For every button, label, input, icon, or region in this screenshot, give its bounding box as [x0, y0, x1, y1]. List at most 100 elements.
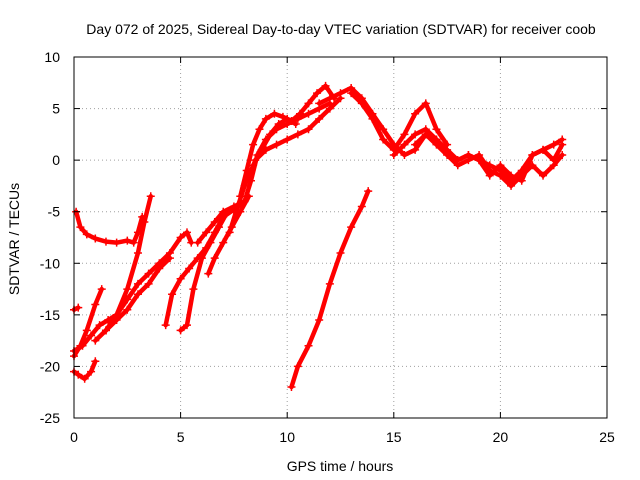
data-point — [236, 192, 245, 201]
data-point — [293, 362, 302, 371]
x-axis-label: GPS time / hours — [287, 458, 394, 474]
series-track-9 — [176, 207, 232, 335]
data-point — [421, 130, 430, 139]
data-point — [549, 156, 558, 165]
y-tick-label: -15 — [40, 307, 60, 323]
data-point — [432, 125, 441, 134]
y-tick-label: -25 — [40, 410, 60, 426]
data-point — [91, 357, 100, 366]
series-track-14 — [240, 99, 334, 206]
data-point — [475, 156, 484, 165]
data-point — [389, 150, 398, 159]
data-point — [133, 279, 142, 288]
data-point — [87, 331, 96, 340]
data-point — [283, 120, 292, 129]
data-point — [496, 171, 505, 180]
data-point — [251, 156, 260, 165]
data-point — [140, 218, 149, 227]
x-tick-label: 25 — [599, 429, 615, 445]
data-point — [270, 109, 279, 118]
series-line — [289, 188, 371, 390]
series-track-17 — [315, 83, 441, 159]
data-point — [287, 383, 296, 392]
data-point — [485, 171, 494, 180]
data-point — [261, 135, 270, 144]
data-point — [214, 223, 223, 232]
data-point — [304, 109, 313, 118]
data-point — [304, 125, 313, 134]
data-point — [304, 341, 313, 350]
data-point — [76, 341, 85, 350]
series-line — [103, 230, 194, 333]
data-point — [242, 166, 251, 175]
data-point — [507, 181, 516, 190]
data-point — [325, 104, 334, 113]
series-track-1 — [72, 207, 147, 247]
data-point — [249, 140, 258, 149]
data-point — [325, 94, 334, 103]
data-point — [129, 238, 138, 247]
data-point — [315, 99, 324, 108]
data-point — [95, 321, 104, 330]
data-point — [539, 145, 548, 154]
data-point — [528, 150, 537, 159]
data-point — [255, 125, 264, 134]
data-point — [168, 290, 177, 299]
series-line — [348, 90, 450, 153]
data-point — [182, 228, 191, 237]
data-point — [232, 207, 241, 216]
data-point — [225, 228, 234, 237]
data-point — [411, 109, 420, 118]
data-point — [464, 150, 473, 159]
data-point — [336, 248, 345, 257]
data-point — [123, 236, 132, 245]
data-point — [91, 336, 100, 345]
data-point — [123, 305, 132, 314]
data-point — [210, 218, 219, 227]
chart-title: Day 072 of 2025, Sidereal Day-to-day VTE… — [86, 21, 596, 37]
data-point — [293, 114, 302, 123]
data-point — [133, 290, 142, 299]
series-track-3 — [70, 303, 83, 314]
series-track-21 — [453, 140, 567, 185]
x-tick-label: 20 — [493, 429, 509, 445]
data-point — [558, 140, 567, 149]
data-point — [176, 274, 185, 283]
series-line — [206, 193, 252, 276]
data-point — [411, 130, 420, 139]
series-track-11 — [204, 192, 253, 278]
data-point — [379, 135, 388, 144]
series-track-15 — [251, 94, 345, 165]
y-tick-label: 10 — [44, 49, 60, 65]
data-point — [155, 259, 164, 268]
data-point — [432, 140, 441, 149]
data-point — [272, 125, 281, 134]
data-point — [144, 279, 153, 288]
data-point — [193, 238, 202, 247]
data-point — [517, 176, 526, 185]
data-point — [400, 140, 409, 149]
data-point — [315, 316, 324, 325]
series-track-18 — [347, 89, 452, 154]
data-point — [240, 197, 249, 206]
series-track-16 — [287, 187, 373, 392]
data-point — [321, 81, 330, 90]
data-point — [185, 264, 194, 273]
data-point — [97, 285, 106, 294]
data-point — [421, 99, 430, 108]
data-point — [347, 223, 356, 232]
data-point — [304, 99, 313, 108]
data-point — [357, 202, 366, 211]
data-point — [165, 248, 174, 257]
data-point — [91, 234, 100, 243]
data-point — [379, 125, 388, 134]
data-point — [368, 114, 377, 123]
data-point — [283, 135, 292, 144]
data-point — [325, 279, 334, 288]
data-point — [112, 310, 121, 319]
data-point — [507, 171, 516, 180]
data-point — [219, 238, 228, 247]
data-point — [91, 300, 100, 309]
series-line — [73, 209, 145, 245]
series-line — [252, 96, 343, 163]
